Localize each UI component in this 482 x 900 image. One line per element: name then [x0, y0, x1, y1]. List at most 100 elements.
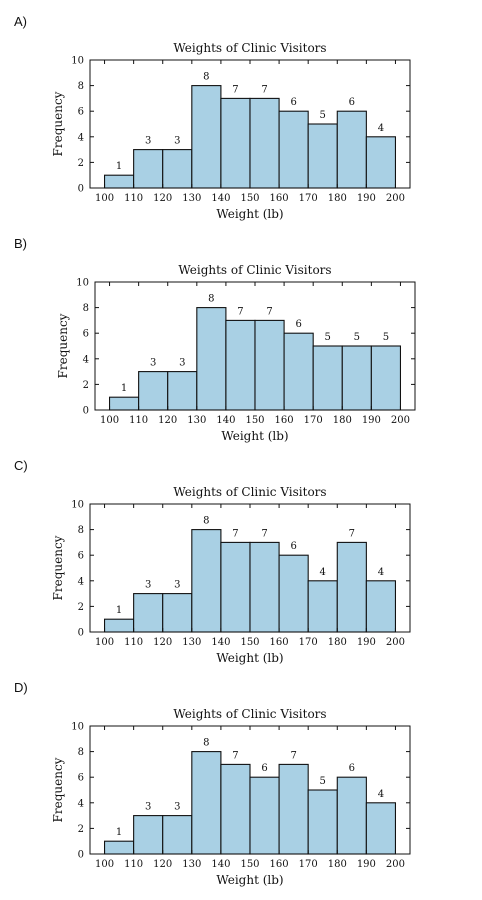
chart-a-xtick-label-150: 150 [240, 193, 259, 204]
chart-c-xtick-label-180: 180 [328, 637, 347, 648]
chart-a-data-label-8: 5 [320, 110, 326, 121]
chart-a-bar-3 [162, 149, 193, 189]
chart-a-bar-2 [133, 149, 164, 189]
chart-a-xtick-label-110: 110 [124, 193, 143, 204]
chart-d-ytick-label-0: 0 [78, 850, 84, 861]
chart-d-data-label-6: 6 [261, 763, 267, 774]
chart-d-xtick-label-150: 150 [240, 859, 259, 870]
chart-b-bar-2 [138, 371, 169, 411]
chart-c-data-label-6: 7 [261, 528, 267, 539]
chart-a-data-label-9: 6 [349, 97, 355, 108]
option-label-d: D) [14, 680, 28, 695]
chart-d-data-label-3: 3 [174, 802, 180, 813]
chart-b-xtick-label-110: 110 [129, 415, 148, 426]
chart-b-xtick-label-170: 170 [304, 415, 323, 426]
chart-a-data-label-2: 3 [145, 136, 151, 147]
chart-a-xtick-label-130: 130 [182, 193, 201, 204]
chart-c-ytick-label-2: 2 [78, 602, 84, 613]
chart-d-xtick-label-190: 190 [357, 859, 376, 870]
chart-b-bar-8 [312, 345, 343, 411]
chart-b-ytick-label-8: 8 [83, 303, 89, 314]
chart-b-bar-7 [283, 332, 314, 411]
chart-c-ytick-label-4: 4 [78, 576, 84, 587]
chart-b-data-label-6: 7 [266, 306, 272, 317]
chart-c-data-label-5: 7 [232, 528, 238, 539]
chart-b-bar-1 [108, 396, 140, 411]
chart-a-bar-4 [191, 85, 222, 189]
chart-d-bar-6 [249, 776, 280, 855]
chart-d-xtick-label-160: 160 [270, 859, 289, 870]
chart-c-xtick-label-170: 170 [299, 637, 318, 648]
option-label-a: A) [14, 14, 27, 29]
chart-b-ytick-label-2: 2 [83, 380, 89, 391]
chart-b-data-label-4: 8 [208, 294, 214, 305]
chart-b-data-label-5: 7 [237, 306, 243, 317]
chart-d-title: Weights of Clinic Visitors [173, 707, 326, 721]
chart-b-bar-4 [196, 307, 227, 411]
chart-d-data-label-1: 1 [116, 827, 122, 838]
chart-b-data-label-2: 3 [150, 358, 156, 369]
chart-d-data-label-8: 5 [320, 776, 326, 787]
chart-b-data-label-9: 5 [354, 332, 360, 343]
chart-b-bar-6 [254, 319, 285, 411]
chart-b-data-label-1: 1 [121, 383, 127, 394]
chart-d-xtick-label-180: 180 [328, 859, 347, 870]
chart-d-bar-5 [220, 763, 251, 855]
chart-c-xtick-label-150: 150 [240, 637, 259, 648]
chart-d-xtick-label-140: 140 [211, 859, 230, 870]
chart-d-data-label-5: 7 [232, 750, 238, 761]
option-label-c: C) [14, 458, 28, 473]
chart-a-yaxis-label: Frequency [51, 91, 65, 156]
chart-c-bar-8 [307, 580, 338, 633]
chart-b-data-label-7: 6 [295, 319, 301, 330]
chart-d-bar-9 [336, 776, 367, 855]
chart-c-bar-10 [365, 580, 397, 633]
chart-b-xtick-label-130: 130 [187, 415, 206, 426]
chart-a-ytick-label-4: 4 [78, 132, 84, 143]
chart-a-data-label-4: 8 [203, 72, 209, 83]
chart-b-xtick-label-160: 160 [275, 415, 294, 426]
chart-a-data-label-7: 6 [290, 97, 296, 108]
chart-a-bar-6 [249, 97, 280, 189]
chart-c-yaxis-label: Frequency [51, 535, 65, 600]
chart-d-yaxis-label: Frequency [51, 757, 65, 822]
chart-b-xtick-label-100: 100 [100, 415, 119, 426]
chart-d-data-label-10: 4 [378, 789, 384, 800]
chart-b-data-label-10: 5 [383, 332, 389, 343]
chart-a-xtick-label-190: 190 [357, 193, 376, 204]
chart-c-bar-5 [220, 541, 251, 633]
chart-c-data-label-2: 3 [145, 580, 151, 591]
chart-d-bar-4 [191, 751, 222, 855]
chart-d-data-label-7: 7 [290, 750, 296, 761]
chart-d-bar-10 [365, 802, 397, 855]
chart-c-bar-3 [162, 593, 193, 633]
chart-c-data-label-1: 1 [116, 605, 122, 616]
chart-a-bar-8 [307, 123, 338, 189]
chart-a-xtick-label-170: 170 [299, 193, 318, 204]
chart-b-bar-10 [370, 345, 402, 411]
chart-c-bar-7 [278, 554, 309, 633]
chart-c-title: Weights of Clinic Visitors [173, 485, 326, 499]
chart-c-bar-4 [191, 529, 222, 633]
chart-b-bar-3 [167, 371, 198, 411]
chart-d-bar-1 [103, 840, 135, 855]
chart-a-bar-5 [220, 97, 251, 189]
chart-d-xaxis-label: Weight (lb) [216, 873, 283, 887]
chart-d-xtick-label-100: 100 [95, 859, 114, 870]
chart-c-data-label-9: 7 [349, 528, 355, 539]
chart-c-xtick-label-140: 140 [211, 637, 230, 648]
chart-a-bar-7 [278, 110, 309, 189]
chart-a-data-label-5: 7 [232, 84, 238, 95]
chart-c-data-label-7: 6 [290, 541, 296, 552]
chart-a-ytick-label-2: 2 [78, 158, 84, 169]
chart-b-bar-5 [225, 319, 256, 411]
chart-d-data-label-9: 6 [349, 763, 355, 774]
chart-b-xtick-label-180: 180 [333, 415, 352, 426]
chart-c-xtick-label-200: 200 [386, 637, 405, 648]
chart-c-xtick-label-160: 160 [270, 637, 289, 648]
chart-b-xtick-label-140: 140 [216, 415, 235, 426]
chart-d-data-label-2: 3 [145, 802, 151, 813]
chart-d-ytick-label-2: 2 [78, 824, 84, 835]
